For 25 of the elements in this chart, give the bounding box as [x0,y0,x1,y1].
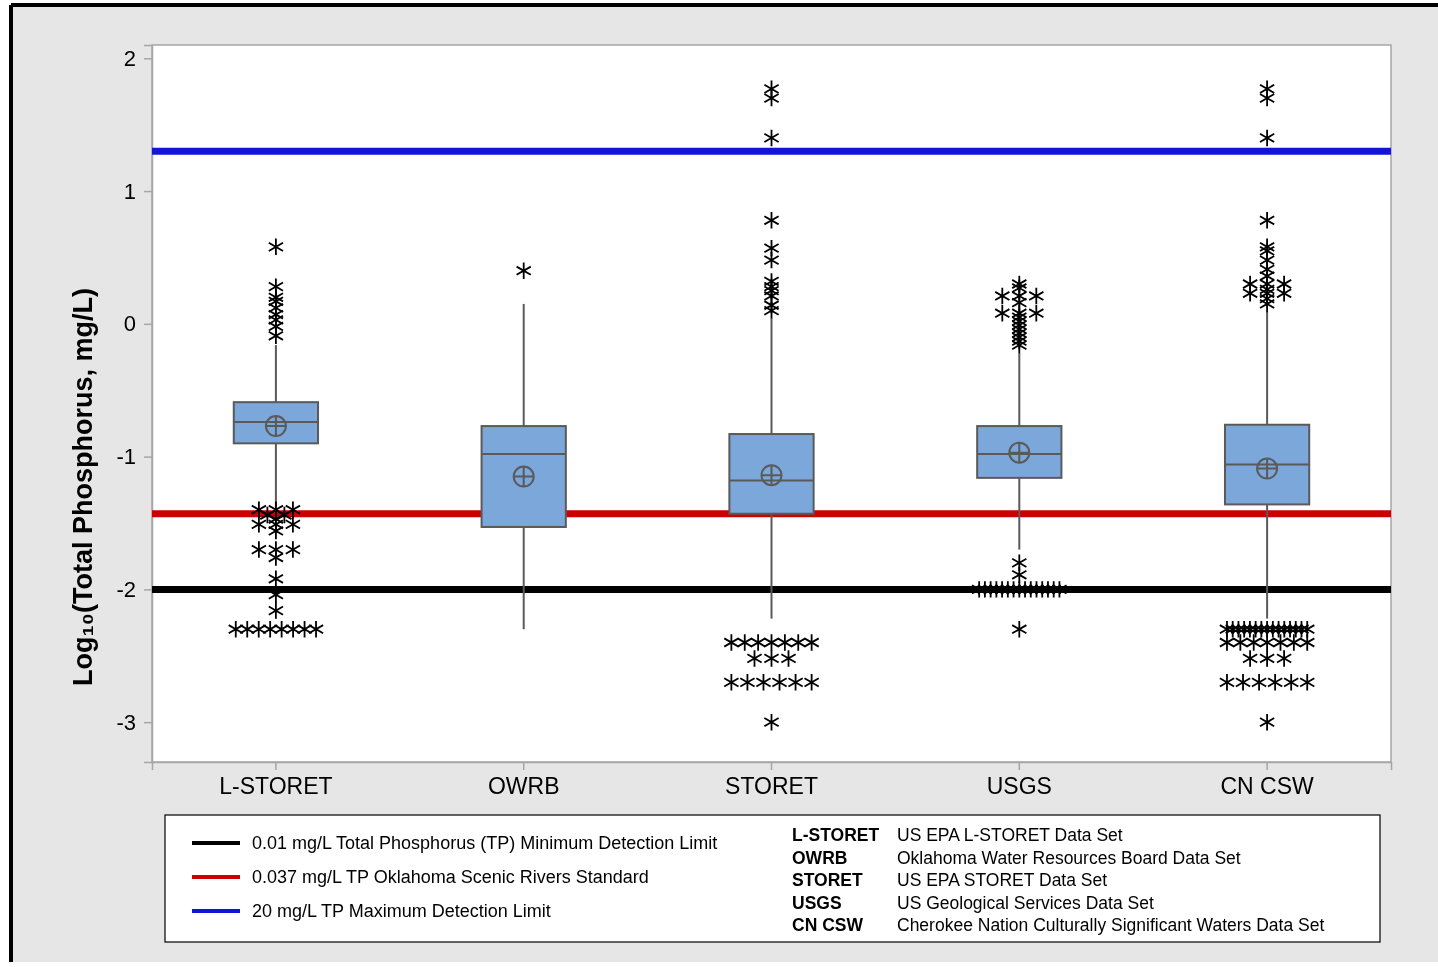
x-tick-label: USGS [986,773,1052,800]
x-tick-label: STORET [725,773,818,800]
y-tick-label: -3 [116,709,136,735]
legend-label: 0.037 mg/L TP Oklahoma Scenic Rivers Standard [252,867,649,888]
legend-label: 0.01 mg/L Total Phosphorus (TP) Minimum Detection Limit [252,833,718,854]
y-tick-label: 1 [123,178,136,204]
text: US Geological Services Data Set [897,892,1154,913]
y-tick-label: -1 [116,444,136,470]
x-tick-label: L-STORET [219,773,333,800]
text: US EPA L-STORET Data Set [897,825,1123,846]
text: L-STORET [792,825,880,846]
x-tick-label: OWRB [487,773,560,800]
legend-label: 20 mg/L TP Maximum Detection Limit [252,901,551,922]
y-axis-title: Log₁₀(Total Phosphorus, mg/L) [68,288,98,686]
y-tick-label: 0 [123,311,136,337]
text: USGS [792,892,842,913]
text: STORET [792,870,863,891]
text: US EPA STORET Data Set [897,870,1108,891]
y-tick-label: -2 [116,576,136,602]
x-tick-label: CN CSW [1220,773,1315,800]
text: OWRB [792,847,848,868]
text: CN CSW [792,915,864,936]
text: Oklahoma Water Resources Board Data Set [897,847,1241,868]
text: Cherokee Nation Culturally Significant Waters Data Set [897,915,1325,936]
y-tick-label: 2 [123,45,136,71]
